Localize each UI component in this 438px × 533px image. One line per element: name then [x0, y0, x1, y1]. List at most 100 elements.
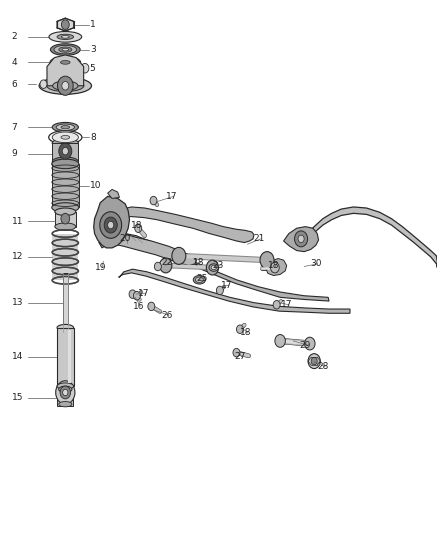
Text: 8: 8 [90, 133, 96, 142]
Polygon shape [94, 196, 130, 248]
Text: 22: 22 [161, 258, 173, 266]
Text: 27: 27 [234, 352, 246, 361]
Circle shape [206, 260, 219, 275]
Ellipse shape [55, 223, 76, 230]
Ellipse shape [49, 131, 82, 144]
Ellipse shape [61, 36, 69, 38]
Polygon shape [57, 18, 74, 31]
Circle shape [260, 252, 274, 269]
Circle shape [150, 196, 157, 205]
Ellipse shape [59, 386, 72, 392]
Text: 4: 4 [12, 58, 17, 67]
Text: 17: 17 [221, 280, 233, 289]
Ellipse shape [49, 31, 81, 42]
Polygon shape [99, 232, 196, 265]
Circle shape [129, 290, 136, 298]
Circle shape [308, 354, 320, 368]
Polygon shape [108, 189, 120, 198]
Ellipse shape [57, 383, 74, 389]
Ellipse shape [50, 56, 81, 68]
Circle shape [104, 217, 117, 233]
Bar [57, 395, 73, 406]
Text: 18: 18 [268, 261, 279, 270]
Polygon shape [266, 259, 287, 276]
Circle shape [237, 325, 244, 334]
Circle shape [62, 148, 68, 155]
Circle shape [56, 381, 75, 404]
Circle shape [60, 386, 71, 399]
Text: 12: 12 [12, 253, 23, 261]
Circle shape [294, 231, 307, 247]
Text: 10: 10 [90, 181, 102, 190]
Circle shape [108, 221, 114, 229]
Circle shape [233, 349, 240, 357]
Ellipse shape [52, 123, 78, 132]
Ellipse shape [61, 126, 70, 129]
Ellipse shape [55, 208, 76, 215]
Polygon shape [119, 269, 350, 313]
Ellipse shape [62, 49, 69, 51]
Ellipse shape [52, 159, 79, 168]
Text: 11: 11 [12, 217, 23, 226]
Ellipse shape [39, 77, 92, 94]
Circle shape [148, 302, 155, 311]
Ellipse shape [47, 80, 84, 92]
Polygon shape [103, 207, 254, 243]
Circle shape [59, 143, 72, 159]
Ellipse shape [60, 61, 70, 64]
Circle shape [81, 63, 89, 73]
Text: 3: 3 [90, 45, 96, 54]
Circle shape [159, 258, 172, 273]
Circle shape [57, 76, 73, 95]
Circle shape [298, 235, 304, 243]
Circle shape [100, 212, 122, 238]
Ellipse shape [52, 203, 79, 212]
Text: 23: 23 [212, 261, 224, 270]
Bar [63, 273, 68, 332]
Ellipse shape [61, 135, 70, 139]
Bar [52, 164, 79, 207]
Text: 2: 2 [12, 33, 17, 42]
Bar [52, 233, 78, 280]
Text: 17: 17 [138, 288, 150, 297]
Text: 19: 19 [95, 263, 106, 272]
Ellipse shape [54, 45, 77, 54]
Text: 18: 18 [131, 221, 142, 230]
Circle shape [154, 262, 161, 271]
Ellipse shape [55, 59, 76, 66]
Circle shape [134, 292, 141, 300]
Text: 20: 20 [120, 235, 131, 244]
Polygon shape [112, 233, 329, 301]
Text: 30: 30 [310, 260, 321, 268]
Ellipse shape [53, 81, 78, 91]
Circle shape [172, 247, 186, 264]
Polygon shape [306, 207, 437, 268]
Text: 13: 13 [12, 298, 23, 307]
Polygon shape [47, 55, 84, 86]
Ellipse shape [59, 401, 72, 407]
Text: 5: 5 [89, 64, 95, 73]
Text: 25: 25 [196, 273, 208, 282]
Circle shape [275, 335, 286, 348]
Polygon shape [284, 227, 318, 252]
Text: 26: 26 [161, 311, 173, 320]
Text: 7: 7 [12, 123, 18, 132]
Text: 17: 17 [166, 192, 177, 201]
Circle shape [273, 301, 280, 309]
Circle shape [135, 224, 142, 232]
Circle shape [304, 337, 315, 350]
Text: 17: 17 [281, 300, 293, 309]
Text: 21: 21 [253, 235, 265, 244]
Bar [55, 212, 76, 227]
Bar [68, 330, 71, 383]
Ellipse shape [52, 157, 78, 166]
Circle shape [311, 358, 317, 365]
Text: 18: 18 [240, 328, 251, 337]
Text: 1: 1 [90, 20, 96, 29]
Ellipse shape [195, 277, 203, 282]
Text: 28: 28 [317, 362, 328, 371]
Circle shape [61, 213, 70, 224]
Ellipse shape [209, 264, 219, 271]
Ellipse shape [51, 67, 80, 78]
Bar [57, 328, 74, 386]
